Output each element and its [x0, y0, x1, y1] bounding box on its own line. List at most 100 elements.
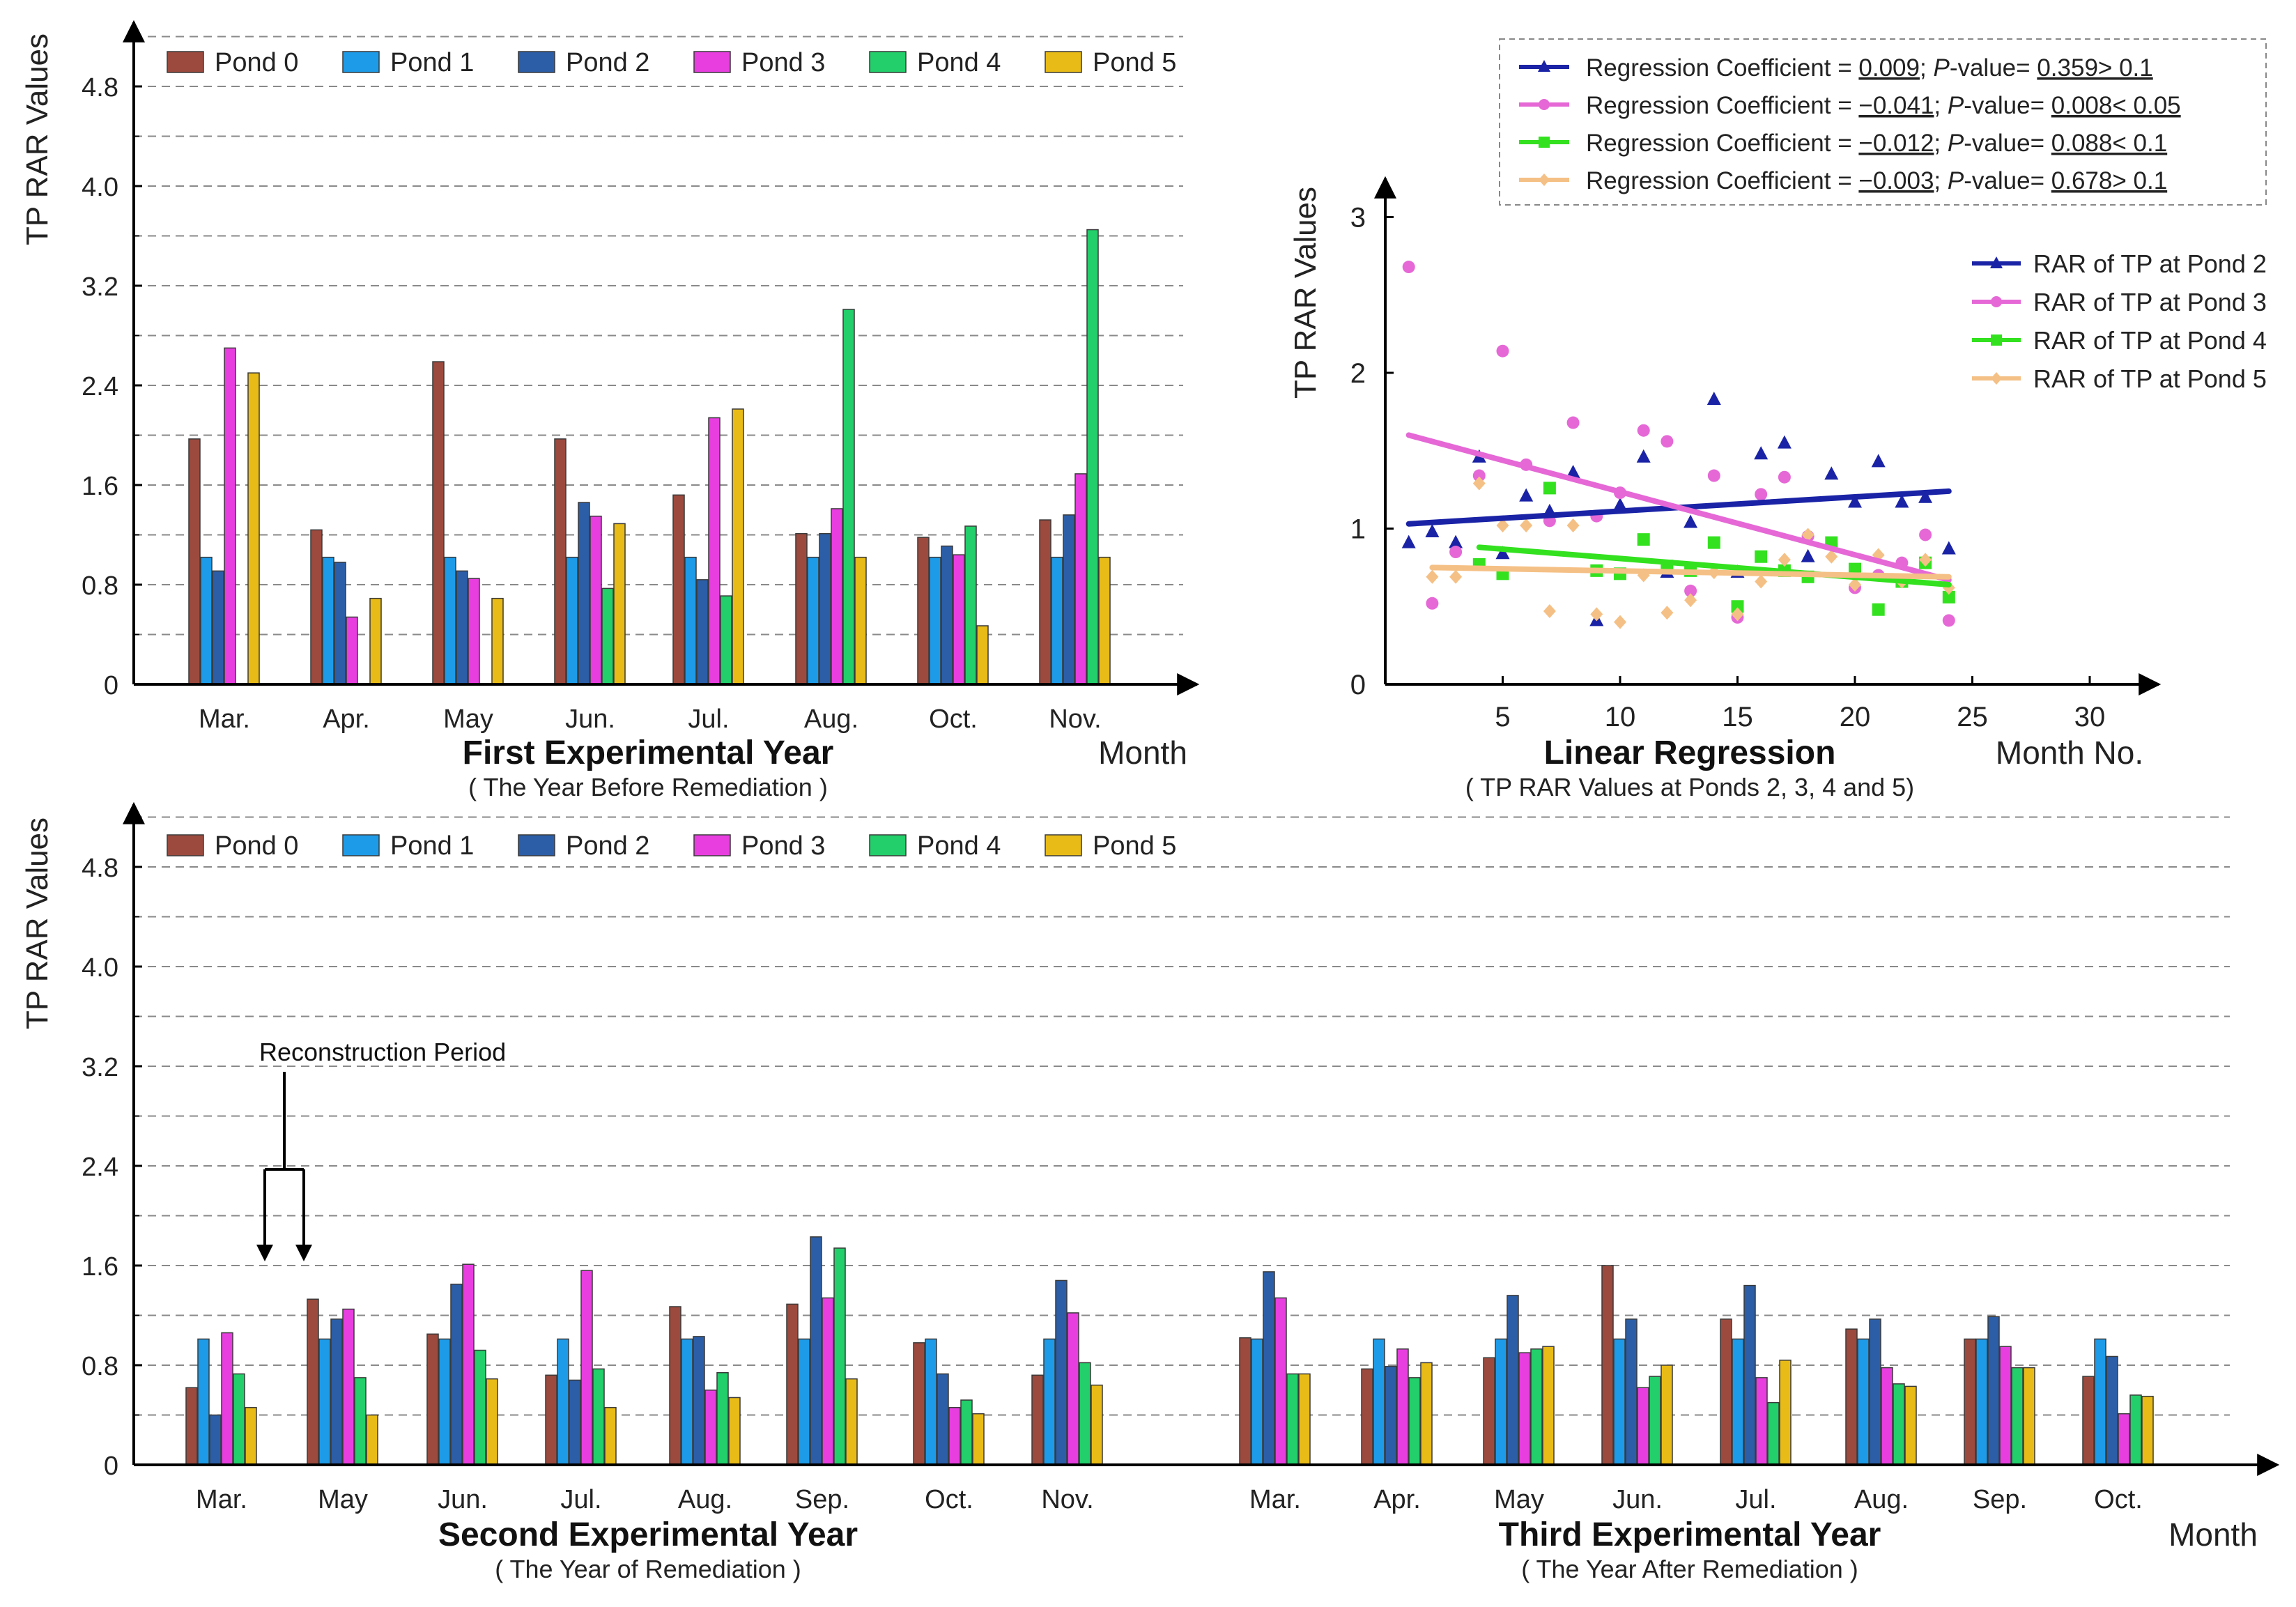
point-circle-1-7	[1566, 416, 1580, 429]
point-diamond-3-2	[1472, 476, 1486, 491]
bar-pond-4-5	[842, 309, 855, 685]
first-year-title: First Experimental Year	[463, 735, 834, 771]
bar-pond-3-11	[1637, 1387, 1649, 1466]
regression-lines	[1405, 432, 1952, 587]
x-tick-label: Sep.	[795, 1485, 849, 1514]
x-tick-label: Jul.	[560, 1485, 601, 1514]
point-diamond-3-11	[1684, 593, 1697, 608]
bar-pond-5-2	[486, 1378, 498, 1466]
point-circle-1-4	[1496, 344, 1509, 357]
bar-pond-0-2	[432, 361, 445, 685]
x-tick-label: May	[1494, 1485, 1544, 1514]
stats-label: Regression Coefficient =	[1586, 130, 1852, 157]
stats-text-2: Regression Coefficient = −0.012; P-value…	[1586, 130, 2167, 157]
bar-pond-1-14	[1975, 1338, 1988, 1466]
bar-pond-0-5	[786, 1303, 799, 1466]
bar-pond-2-1	[330, 1318, 343, 1466]
y-tick-label: 0	[104, 671, 118, 700]
bar-pond-5-7	[1091, 1384, 1103, 1466]
bar-pond-3-13	[1881, 1367, 1893, 1466]
bar-pond-4-4	[716, 1371, 729, 1466]
regression-series-legend: RAR of TP at Pond 2 RAR of TP at Pond 3 RA…	[1972, 249, 2267, 393]
bar-pond-0-0	[185, 1387, 198, 1466]
bar-pond-5-12	[1779, 1360, 1792, 1466]
point-circle-1-13	[1707, 469, 1720, 482]
y-tick-label: 2	[1350, 358, 1366, 389]
legend-swatch-pond-1	[342, 834, 380, 856]
bar-pond-2-9	[1385, 1366, 1397, 1466]
stats-box-border	[1499, 38, 2267, 206]
legend-label: Pond 3	[741, 48, 825, 77]
x-tick-label: Jul.	[688, 705, 729, 734]
first-year-bar-chart: 0 0.8 1.6 2.4 3.2 4.0 4.8 Mar. Apr. May Jun. Jul. A…	[20, 20, 1200, 801]
y-tick-label: 4.0	[82, 173, 118, 202]
second-third-y-axis-label: TP RAR Values	[20, 817, 54, 1029]
point-circle-1-10	[1637, 424, 1650, 437]
bar-pond-4-15	[2129, 1394, 2142, 1466]
bar-pond-1-2	[438, 1338, 451, 1466]
point-triangle-0-10	[1636, 449, 1651, 463]
legend-label: RAR of TP at Pond 3	[2033, 288, 2267, 316]
bar-pond-2-6	[941, 545, 953, 685]
bar-pond-4-0	[233, 1373, 245, 1466]
point-diamond-3-7	[1590, 607, 1603, 622]
y-tick-label: 1	[1350, 514, 1366, 545]
bar-pond-3-15	[2118, 1413, 2130, 1466]
bar-pond-2-0	[209, 1414, 222, 1466]
y-tick-label: 3.2	[82, 272, 118, 302]
x-tick-label: Apr.	[323, 705, 370, 734]
x-tick-label: Mar.	[196, 1485, 247, 1514]
stats-label: Regression Coefficient =	[1586, 92, 1852, 119]
stats-p-text: -value=	[1964, 92, 2044, 119]
y-tick-label: 3	[1350, 203, 1366, 233]
bar-pond-0-4	[672, 494, 685, 685]
point-triangle-0-21	[1895, 494, 1909, 508]
stats-p-label: P	[1933, 54, 1950, 82]
x-tick-label: Oct.	[929, 705, 978, 734]
stats-p-text: -value=	[1964, 130, 2044, 157]
x-tick-label: Jun.	[438, 1485, 488, 1514]
stats-p-value: 0.359> 0.1	[2037, 54, 2152, 82]
bar-pond-1-7	[1043, 1338, 1056, 1466]
point-triangle-0-15	[1754, 446, 1769, 460]
first-year-y-axis-label: TP RAR Values	[20, 33, 54, 245]
second-third-x-axis-label: Month	[2168, 1516, 2258, 1553]
x-tick-label: 30	[2074, 702, 2106, 732]
bar-pond-2-12	[1743, 1284, 1756, 1466]
bar-pond-3-9	[1396, 1348, 1409, 1466]
bar-pond-4-10	[1530, 1348, 1543, 1466]
point-triangle-0-7	[1566, 465, 1580, 479]
bar-pond-1-4	[681, 1338, 693, 1466]
point-circle-1-11	[1661, 435, 1674, 448]
second-third-x-ticks: Mar. May Jun. Jul. Aug. Sep. Oct. Nov. Mar. Apr. M…	[196, 1485, 2143, 1514]
regression-x-axis-label: Month No.	[1996, 735, 2143, 771]
bar-pond-2-7	[1063, 514, 1075, 685]
bar-pond-3-10	[1518, 1352, 1531, 1466]
bar-pond-3-6	[953, 554, 965, 685]
bar-pond-3-1	[342, 1308, 355, 1466]
bar-pond-5-0	[245, 1407, 257, 1466]
legend-label: RAR of TP at Pond 5	[2033, 364, 2267, 393]
point-circle-1-23	[1942, 614, 1955, 627]
bar-pond-1-3	[566, 556, 578, 685]
legend-label: Pond 5	[1093, 831, 1176, 861]
x-tick-label: Mar.	[199, 705, 250, 734]
second-third-bars	[185, 1236, 2154, 1466]
x-tick-label: 25	[1957, 702, 1988, 732]
point-diamond-3-10	[1661, 606, 1674, 620]
bar-pond-3-6	[948, 1407, 961, 1466]
bar-pond-2-3	[578, 502, 590, 685]
legend-label: Pond 0	[215, 831, 298, 861]
bar-pond-2-7	[1055, 1279, 1068, 1466]
bar-pond-2-2	[456, 570, 468, 685]
x-tick-label: Nov.	[1041, 1485, 1093, 1514]
bar-pond-0-15	[2082, 1376, 2095, 1466]
x-tick-label: 15	[1722, 702, 1753, 732]
legend-label: Pond 2	[566, 831, 649, 861]
x-tick-label: Oct.	[925, 1485, 973, 1514]
bar-pond-1-9	[1373, 1338, 1385, 1466]
first-year-x-axis-label: Month	[1098, 735, 1187, 771]
point-triangle-0-17	[1801, 548, 1815, 562]
bar-pond-3-0	[221, 1332, 233, 1466]
stats-p-label: P	[1948, 167, 1964, 194]
